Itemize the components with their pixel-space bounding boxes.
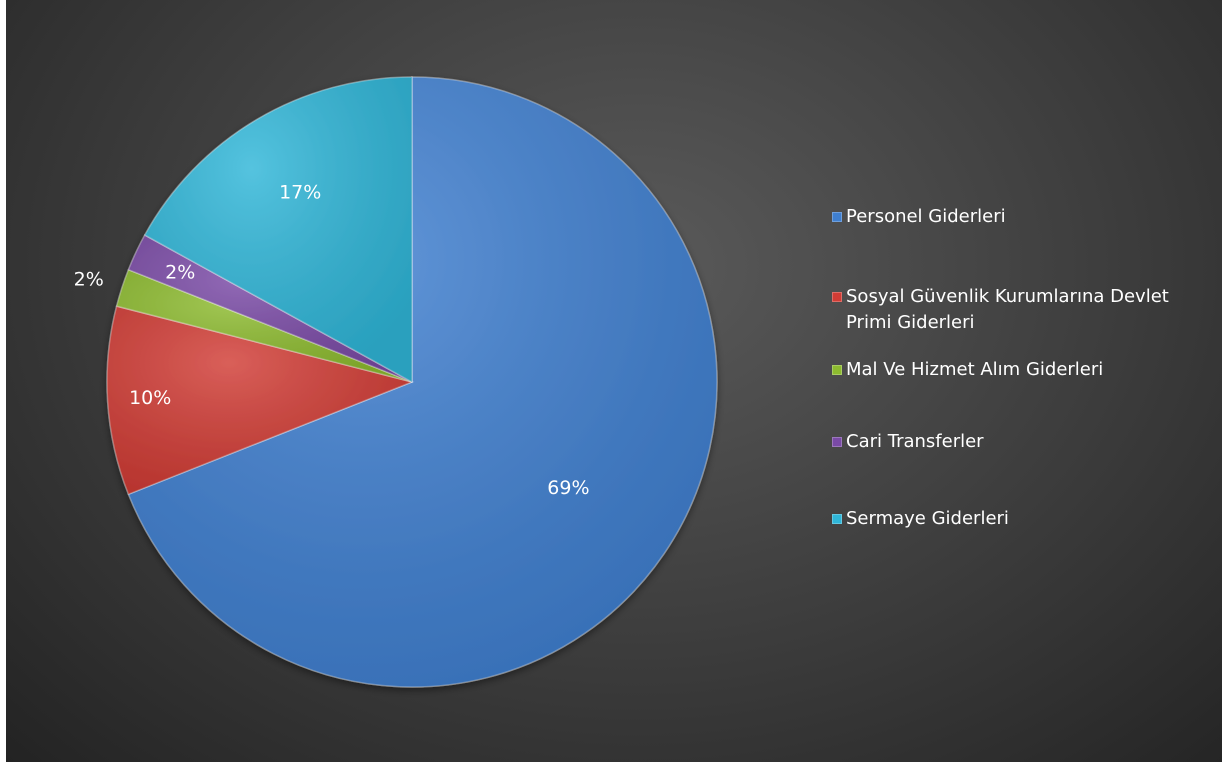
slice-data-label-5: 17% (279, 182, 321, 204)
legend-item-sermaye-giderleri: Sermaye Giderleri (832, 506, 1206, 532)
legend-label-cari-transferler: Cari Transferler (846, 431, 984, 452)
legend-label-mal-ve-hizmet: Mal Ve Hizmet Alım Giderleri (846, 359, 1104, 380)
pie-slice-gloss-5 (144, 77, 413, 382)
pie-chart: 69% 10% 2% 2% 17% (74, 76, 718, 688)
pie-slices (106, 76, 718, 688)
slice-data-label-2: 10% (129, 387, 171, 409)
pie-labels: 69% 10% 2% 2% 17% (74, 182, 590, 499)
legend-swatch-sermaye-giderleri (832, 514, 842, 524)
legend-label-sosyal-guvenlik: Sosyal Güvenlik Kurumlarına Devlet Primi… (846, 286, 1169, 333)
legend-item-sosyal-guvenlik: Sosyal Güvenlik Kurumlarına Devlet Primi… (832, 284, 1206, 336)
pie-slice-gloss-1 (128, 77, 718, 687)
slice-data-label-3: 2% (74, 269, 104, 291)
chart-area: 69% 10% 2% 2% 17% Personel Giderleri Sosyal … (6, 0, 1222, 762)
legend-label-personel-giderleri: Personel Giderleri (846, 206, 1006, 227)
legend-item-cari-transferler: Cari Transferler (832, 429, 1206, 455)
pie-slice-gloss-4 (128, 235, 413, 382)
legend-item-personel-giderleri: Personel Giderleri (832, 204, 1206, 230)
slice-data-label-4: 2% (165, 261, 195, 283)
pie-slice-gloss-2 (106, 306, 413, 495)
legend-swatch-mal-ve-hizmet (832, 365, 842, 375)
legend-swatch-personel-giderleri (832, 212, 842, 222)
legend-swatch-sosyal-guvenlik (832, 292, 842, 302)
pie-slice-gloss-3 (116, 269, 412, 382)
legend-swatch-cari-transferler (832, 437, 842, 447)
legend-label-sermaye-giderleri: Sermaye Giderleri (846, 508, 1009, 529)
legend-item-mal-ve-hizmet: Mal Ve Hizmet Alım Giderleri (832, 357, 1206, 383)
slice-data-label-1: 69% (547, 477, 589, 499)
